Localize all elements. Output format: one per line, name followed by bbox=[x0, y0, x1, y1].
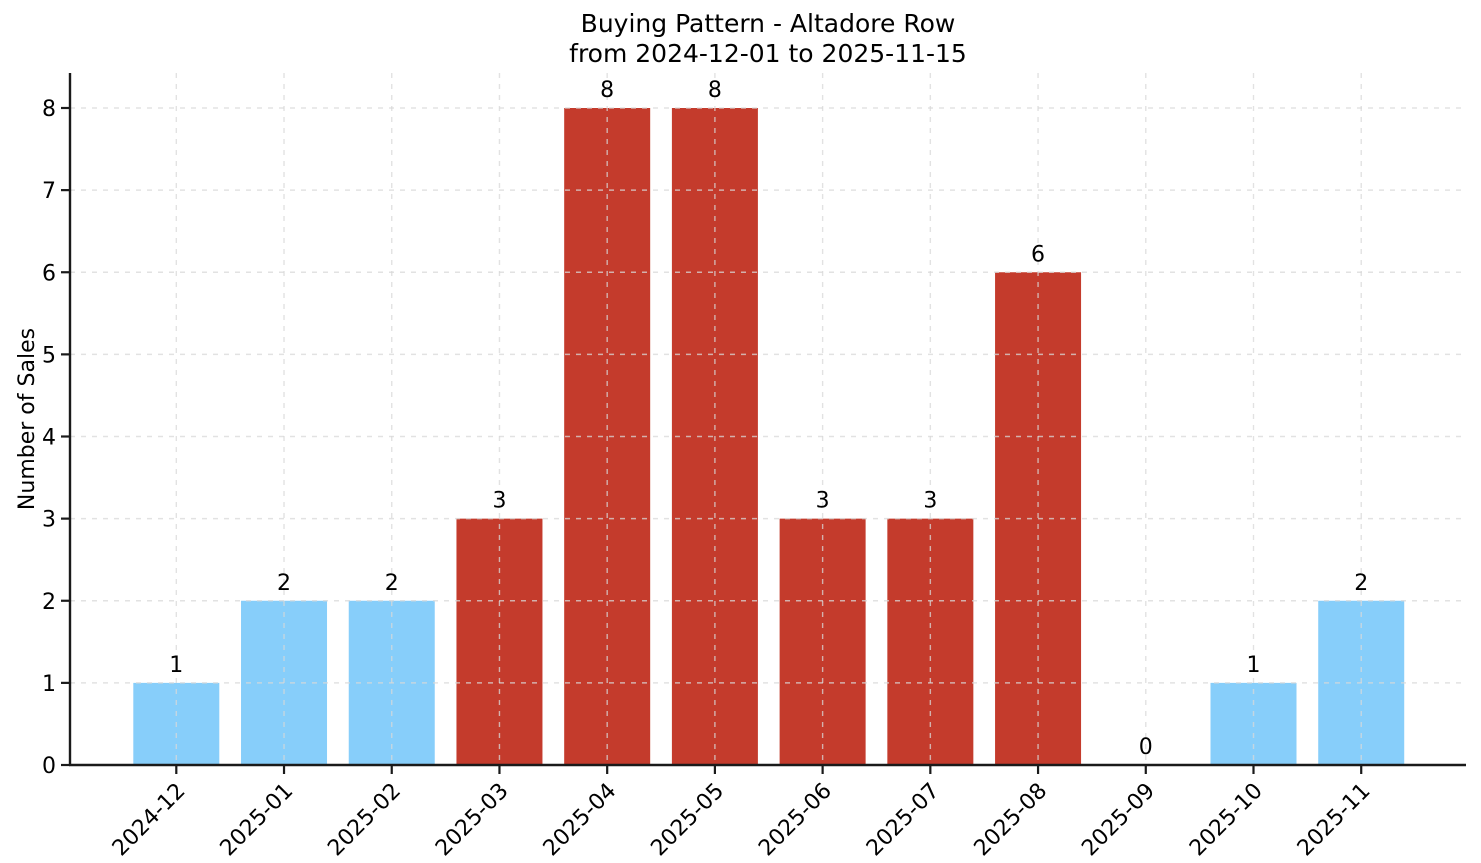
bar bbox=[779, 518, 866, 765]
x-tick-label: 2025-01 bbox=[216, 779, 299, 862]
bar-value-label: 1 bbox=[169, 653, 183, 678]
x-tick-label: 2025-11 bbox=[1293, 779, 1376, 862]
y-axis-label: Number of Sales bbox=[15, 327, 40, 511]
y-tick-label: 4 bbox=[42, 426, 56, 451]
x-tick-label: 2025-06 bbox=[754, 779, 837, 862]
bar-value-label: 1 bbox=[1247, 653, 1261, 678]
x-tick-label: 2024-12 bbox=[108, 779, 191, 862]
chart-subtitle: from 2024-12-01 to 2025-11-15 bbox=[569, 39, 967, 68]
x-tick-label: 2025-09 bbox=[1077, 779, 1160, 862]
bar-value-label: 3 bbox=[816, 489, 830, 514]
bar-value-label: 8 bbox=[600, 78, 614, 103]
bar-value-label: 0 bbox=[1139, 735, 1153, 760]
x-tick-label: 2025-10 bbox=[1185, 779, 1268, 862]
y-tick-label: 1 bbox=[42, 672, 56, 697]
y-tick-label: 8 bbox=[42, 97, 56, 122]
y-tick-label: 0 bbox=[42, 754, 56, 779]
y-tick-label: 2 bbox=[42, 590, 56, 615]
bar bbox=[887, 518, 974, 765]
bar bbox=[456, 518, 543, 765]
bar-value-label: 3 bbox=[923, 489, 937, 514]
bar-value-label: 2 bbox=[277, 571, 291, 596]
bar-value-label: 8 bbox=[708, 78, 722, 103]
bar-value-label: 6 bbox=[1031, 242, 1045, 267]
x-tick-label: 2025-05 bbox=[646, 779, 729, 862]
x-tick-label: 2025-07 bbox=[862, 779, 945, 862]
y-tick-label: 3 bbox=[42, 508, 56, 533]
bar-value-label: 2 bbox=[1354, 571, 1368, 596]
x-tick-label: 2025-02 bbox=[323, 779, 406, 862]
y-tick-label: 6 bbox=[42, 261, 56, 286]
x-tick-label: 2025-08 bbox=[970, 779, 1053, 862]
bar-value-label: 2 bbox=[385, 571, 399, 596]
x-tick-label: 2025-04 bbox=[539, 779, 622, 862]
y-tick-label: 7 bbox=[42, 179, 56, 204]
y-tick-label: 5 bbox=[42, 343, 56, 368]
bar-value-label: 3 bbox=[492, 489, 506, 514]
x-tick-label: 2025-03 bbox=[431, 779, 514, 862]
chart-title: Buying Pattern - Altadore Row bbox=[580, 9, 956, 38]
